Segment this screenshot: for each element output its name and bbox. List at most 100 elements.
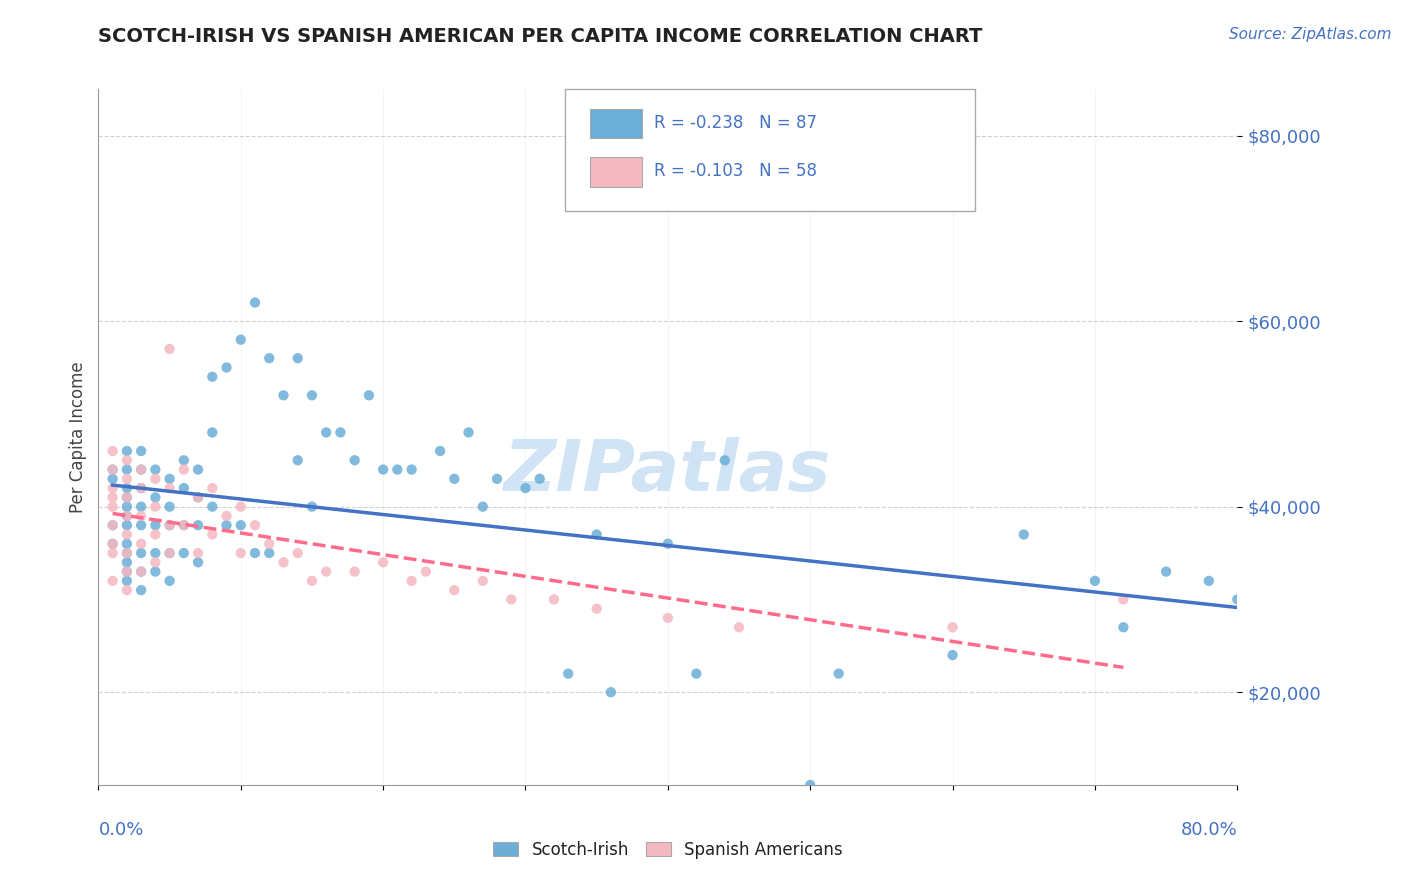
Point (129, 462, 152, 476)
Point (115, 583, 138, 598)
Point (471, 574, 494, 588)
Point (101, 518, 124, 533)
Point (187, 491, 209, 505)
Point (101, 518, 124, 533)
Point (259, 351, 281, 366)
Point (515, 481, 537, 495)
Point (173, 518, 195, 533)
Point (173, 546, 195, 560)
Point (159, 472, 181, 486)
Point (201, 425, 224, 440)
Point (115, 518, 138, 533)
Point (1198, 574, 1220, 588)
Point (557, 666, 579, 681)
Point (229, 333, 252, 347)
Point (173, 518, 195, 533)
Point (101, 444, 124, 458)
Point (685, 666, 707, 681)
Point (101, 537, 124, 551)
Point (159, 546, 181, 560)
Point (1154, 565, 1177, 579)
FancyBboxPatch shape (565, 89, 976, 211)
Point (159, 518, 181, 533)
Point (101, 500, 124, 514)
Point (159, 518, 181, 533)
Point (657, 611, 679, 625)
Point (215, 508, 238, 523)
Point (315, 565, 337, 579)
Point (401, 462, 423, 476)
Point (187, 555, 209, 569)
FancyBboxPatch shape (591, 109, 641, 138)
Point (101, 574, 124, 588)
Point (315, 425, 337, 440)
Point (585, 601, 607, 615)
Point (600, 685, 623, 699)
Point (229, 546, 252, 560)
Point (129, 444, 152, 458)
Point (145, 472, 167, 486)
FancyBboxPatch shape (591, 157, 641, 186)
Point (173, 453, 195, 467)
Point (159, 546, 181, 560)
Point (243, 546, 266, 560)
Point (115, 565, 138, 579)
Point (129, 565, 152, 579)
Point (243, 518, 266, 533)
Point (259, 546, 281, 560)
Point (543, 592, 565, 607)
Point (115, 500, 138, 514)
Point (101, 462, 124, 476)
Point (187, 546, 209, 560)
Point (101, 481, 124, 495)
Point (714, 453, 737, 467)
Text: ZIPatlas: ZIPatlas (505, 437, 831, 507)
Point (129, 508, 152, 523)
Point (115, 472, 138, 486)
Text: Source: ZipAtlas.com: Source: ZipAtlas.com (1229, 27, 1392, 42)
Point (101, 462, 124, 476)
Point (115, 444, 138, 458)
Point (115, 453, 138, 467)
Point (501, 592, 523, 607)
Point (115, 508, 138, 523)
Point (129, 537, 152, 551)
Point (1112, 620, 1135, 634)
Point (301, 574, 323, 588)
Point (585, 527, 607, 541)
Text: R = -0.238   N = 87: R = -0.238 N = 87 (654, 113, 817, 132)
Point (129, 546, 152, 560)
Point (159, 574, 181, 588)
Text: R = -0.103   N = 58: R = -0.103 N = 58 (654, 162, 817, 180)
Point (287, 453, 309, 467)
Point (799, 778, 821, 792)
Point (115, 481, 138, 495)
Point (115, 546, 138, 560)
Point (942, 620, 965, 634)
Point (187, 518, 209, 533)
Point (486, 472, 509, 486)
Point (215, 360, 238, 375)
Point (145, 500, 167, 514)
Point (1012, 527, 1035, 541)
Point (201, 481, 224, 495)
Point (229, 518, 252, 533)
Point (145, 491, 167, 505)
Point (129, 583, 152, 598)
Point (301, 388, 323, 402)
Point (273, 555, 295, 569)
Point (287, 351, 309, 366)
Point (115, 574, 138, 588)
Point (159, 342, 181, 356)
Point (429, 444, 451, 458)
Point (273, 388, 295, 402)
Point (115, 491, 138, 505)
Point (1112, 592, 1135, 607)
Point (101, 546, 124, 560)
Point (187, 491, 209, 505)
Point (657, 537, 679, 551)
Point (145, 518, 167, 533)
Point (115, 491, 138, 505)
Point (229, 500, 252, 514)
Point (187, 462, 209, 476)
